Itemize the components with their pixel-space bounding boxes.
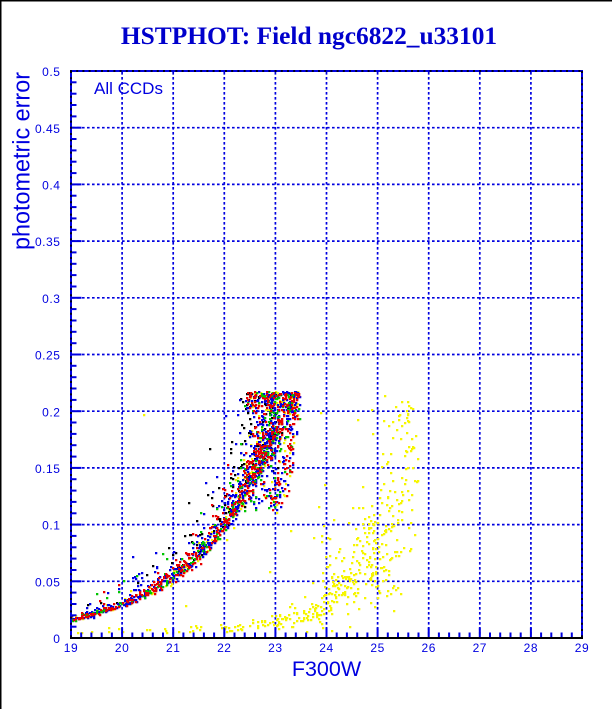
svg-text:29: 29 (575, 641, 589, 655)
svg-text:F300W: F300W (292, 657, 362, 681)
svg-text:photometric error: photometric error (9, 72, 36, 250)
svg-text:23: 23 (268, 641, 282, 655)
svg-text:0.2: 0.2 (42, 405, 60, 419)
svg-text:0.25: 0.25 (35, 349, 61, 363)
svg-text:0.35: 0.35 (35, 235, 61, 249)
svg-text:27: 27 (473, 641, 487, 655)
svg-text:28: 28 (524, 641, 538, 655)
svg-text:0.4: 0.4 (42, 179, 60, 193)
svg-text:0.05: 0.05 (35, 575, 61, 589)
svg-text:20: 20 (115, 641, 129, 655)
svg-text:0.45: 0.45 (35, 122, 61, 136)
svg-text:19: 19 (64, 641, 78, 655)
svg-text:24: 24 (319, 641, 333, 655)
svg-text:0.5: 0.5 (42, 65, 60, 79)
svg-text:0: 0 (53, 632, 60, 646)
svg-text:26: 26 (421, 641, 435, 655)
svg-text:HSTPHOT: Field ngc6822_u33101: HSTPHOT: Field ngc6822_u33101 (121, 22, 497, 50)
svg-text:All CCDs: All CCDs (94, 79, 163, 98)
svg-text:21: 21 (166, 641, 180, 655)
svg-text:22: 22 (217, 641, 231, 655)
svg-text:0.3: 0.3 (42, 292, 60, 306)
svg-text:0.15: 0.15 (35, 462, 61, 476)
svg-text:0.1: 0.1 (42, 519, 60, 533)
svg-text:25: 25 (370, 641, 384, 655)
